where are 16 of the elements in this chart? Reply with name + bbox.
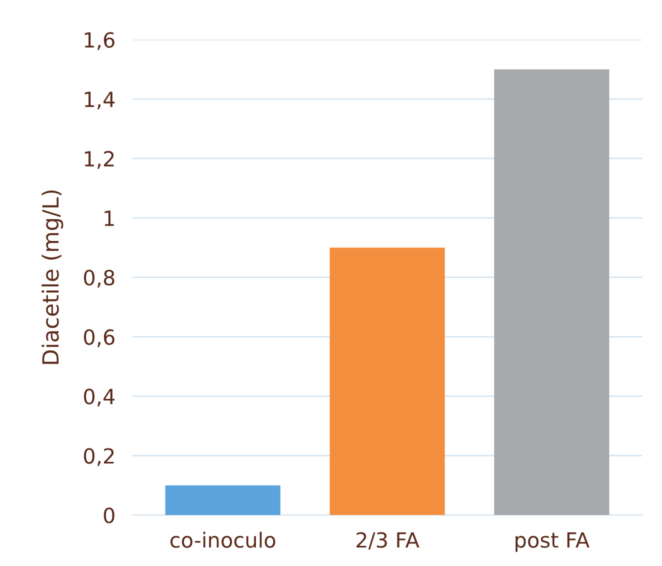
y-tick-label: 0,8	[84, 270, 114, 288]
y-tick-label: 0,2	[84, 448, 114, 466]
y-tick-label: 0	[104, 508, 114, 524]
y-tick-label: 0,4	[84, 388, 115, 407]
y-tick-label: 1,2	[84, 150, 114, 169]
y-tick-label: 1	[104, 210, 114, 226]
y-tick-label: 0,6	[84, 329, 114, 348]
x-tick-label: post FA	[516, 532, 590, 552]
y-axis-title: Diacetile (mg/L)	[42, 190, 64, 364]
x-tick-label: co-inoculo	[170, 532, 276, 548]
x-tick-label: 2/3 FA	[356, 532, 420, 550]
bar	[165, 485, 280, 516]
bar	[330, 248, 445, 516]
y-tick-label: 1,4	[84, 92, 115, 110]
y-tick-label: 1,6	[84, 32, 114, 50]
bar	[494, 69, 610, 516]
